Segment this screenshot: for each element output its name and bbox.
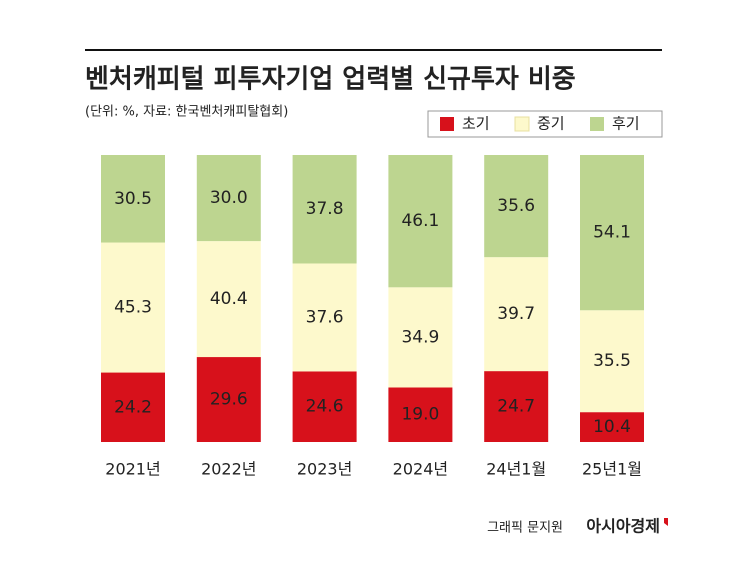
bar-segment bbox=[101, 372, 165, 442]
value-label: 35.6 bbox=[497, 196, 535, 216]
value-label: 46.1 bbox=[401, 211, 439, 231]
bar-segment bbox=[292, 263, 357, 372]
chart-subtitle: (단위: %, 자료: 한국벤처캐피탈협회) bbox=[85, 105, 288, 120]
x-tick-label: 2024년 bbox=[393, 460, 448, 479]
legend-label: 중기 bbox=[537, 115, 565, 133]
value-label: 37.8 bbox=[306, 199, 344, 219]
value-label: 34.9 bbox=[401, 327, 439, 347]
value-label: 39.7 bbox=[497, 304, 535, 324]
value-label: 19.0 bbox=[401, 405, 439, 425]
chart-title: 벤처캐피털 피투자기업 업력별 신규투자 비중 bbox=[85, 65, 576, 95]
logo-mark bbox=[664, 518, 668, 526]
bar-segment bbox=[388, 387, 453, 442]
bar-segment bbox=[580, 310, 644, 413]
value-label: 29.6 bbox=[210, 390, 248, 410]
bar-segment bbox=[484, 257, 549, 372]
x-tick-label: 24년1월 bbox=[486, 460, 546, 479]
bar-segment bbox=[484, 371, 549, 442]
bar-segment bbox=[292, 155, 357, 264]
bar-segment bbox=[580, 155, 644, 311]
publisher: 아시아경제 bbox=[586, 517, 660, 536]
bar-segment bbox=[196, 357, 261, 442]
value-label: 40.4 bbox=[210, 289, 248, 309]
value-label: 24.2 bbox=[114, 397, 152, 417]
bar-segment bbox=[388, 155, 453, 288]
x-tick-label: 25년1월 bbox=[582, 460, 642, 479]
value-label: 45.3 bbox=[114, 298, 152, 318]
value-label: 30.5 bbox=[114, 189, 152, 209]
bar-segment bbox=[101, 242, 165, 373]
bar-segment bbox=[292, 371, 357, 442]
value-label: 37.6 bbox=[306, 307, 344, 327]
bar-segment bbox=[196, 155, 261, 242]
legend-swatch bbox=[440, 117, 454, 131]
legend-box bbox=[427, 110, 663, 138]
bar-segment bbox=[580, 412, 644, 442]
value-label: 24.7 bbox=[497, 397, 535, 417]
credit: 그래픽 문지원 bbox=[487, 521, 563, 536]
value-label: 54.1 bbox=[593, 223, 631, 243]
bar-segment bbox=[484, 155, 549, 258]
x-tick-label: 2023년 bbox=[297, 460, 352, 479]
legend-label: 후기 bbox=[612, 115, 640, 133]
bar-segment bbox=[196, 241, 261, 358]
x-tick-label: 2022년 bbox=[201, 460, 256, 479]
legend-swatch bbox=[590, 117, 604, 131]
x-tick-label: 2021년 bbox=[105, 460, 160, 479]
bar-segment bbox=[388, 287, 453, 388]
legend-label: 초기 bbox=[462, 115, 490, 133]
value-label: 10.4 bbox=[593, 417, 631, 437]
legend-swatch bbox=[514, 116, 530, 132]
value-label: 30.0 bbox=[210, 188, 248, 208]
bar-segment bbox=[101, 155, 165, 243]
value-label: 24.6 bbox=[306, 397, 344, 417]
value-label: 35.5 bbox=[593, 351, 631, 371]
